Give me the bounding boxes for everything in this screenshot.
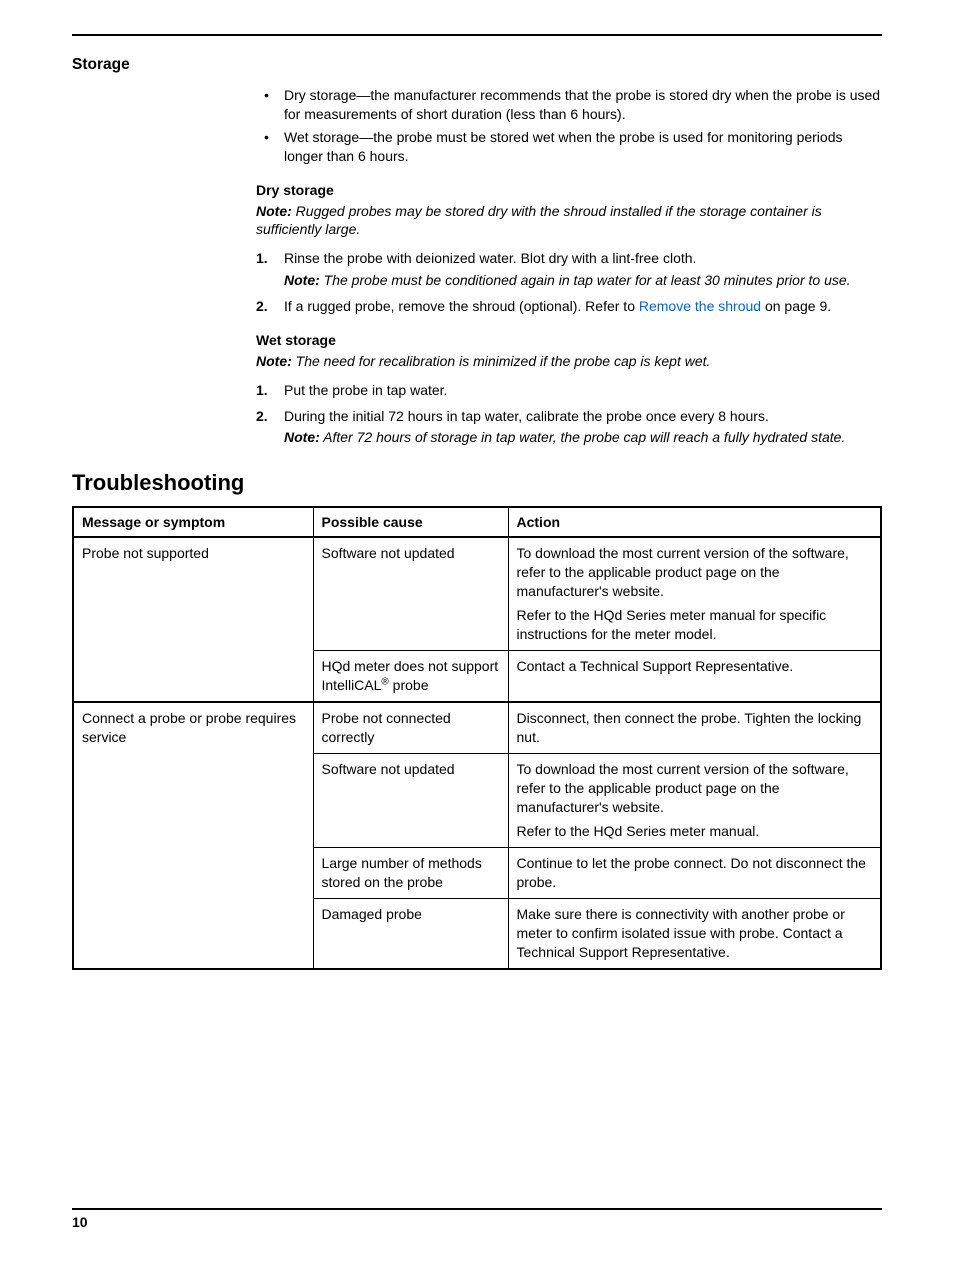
note-label: Note: bbox=[284, 429, 320, 445]
action-para: Refer to the HQd Series meter manual for… bbox=[517, 606, 873, 644]
storage-bullets: Dry storage—the manufacturer recommends … bbox=[256, 86, 882, 166]
storage-bullet: Dry storage—the manufacturer recommends … bbox=[256, 86, 882, 124]
table-header-row: Message or symptom Possible cause Action bbox=[73, 507, 881, 537]
note-label: Note: bbox=[256, 353, 292, 369]
action-para: To download the most current version of … bbox=[517, 760, 873, 817]
cell-cause: Software not updated bbox=[313, 753, 508, 848]
troubleshooting-table: Message or symptom Possible cause Action… bbox=[72, 506, 882, 970]
wet-step: During the initial 72 hours in tap water… bbox=[256, 407, 882, 448]
header-cause: Possible cause bbox=[313, 507, 508, 537]
page-number: 10 bbox=[72, 1214, 88, 1230]
step-text: During the initial 72 hours in tap water… bbox=[284, 408, 769, 424]
step-text: Put the probe in tap water. bbox=[284, 382, 447, 398]
header-message: Message or symptom bbox=[73, 507, 313, 537]
page-footer: 10 bbox=[72, 1208, 882, 1230]
step-note: Note: After 72 hours of storage in tap w… bbox=[284, 428, 882, 448]
storage-bullet: Wet storage—the probe must be stored wet… bbox=[256, 128, 882, 166]
cell-cause: Damaged probe bbox=[313, 899, 508, 969]
action-para: To download the most current version of … bbox=[517, 544, 873, 601]
cell-action: Contact a Technical Support Representati… bbox=[508, 651, 881, 702]
step-text-pre: If a rugged probe, remove the shroud (op… bbox=[284, 298, 639, 314]
cause-text: probe bbox=[389, 677, 429, 693]
wet-storage-steps: Put the probe in tap water. During the i… bbox=[256, 381, 882, 448]
page-top-rule bbox=[72, 34, 882, 36]
cell-action: Continue to let the probe connect. Do no… bbox=[508, 848, 881, 899]
dry-storage-heading: Dry storage bbox=[256, 182, 882, 198]
registered-mark: ® bbox=[381, 676, 388, 687]
action-para: Refer to the HQd Series meter manual. bbox=[517, 822, 873, 841]
step-note: Note: The probe must be conditioned agai… bbox=[284, 271, 882, 291]
footer-rule bbox=[72, 1208, 882, 1210]
cell-action: Make sure there is connectivity with ano… bbox=[508, 899, 881, 969]
table-row: Connect a probe or probe requires servic… bbox=[73, 702, 881, 753]
cell-message: Probe not supported bbox=[73, 537, 313, 702]
cell-cause: Software not updated bbox=[313, 537, 508, 651]
dry-step: Rinse the probe with deionized water. Bl… bbox=[256, 249, 882, 290]
note-label: Note: bbox=[256, 203, 292, 219]
note-text: After 72 hours of storage in tap water, … bbox=[320, 429, 846, 445]
wet-storage-note: Note: The need for recalibration is mini… bbox=[256, 352, 882, 371]
troubleshooting-heading: Troubleshooting bbox=[72, 470, 882, 496]
remove-shroud-link[interactable]: Remove the shroud bbox=[639, 298, 761, 314]
storage-heading: Storage bbox=[72, 56, 882, 74]
cell-cause: HQd meter does not support IntelliCAL® p… bbox=[313, 651, 508, 702]
dry-storage-steps: Rinse the probe with deionized water. Bl… bbox=[256, 249, 882, 316]
storage-content: Dry storage—the manufacturer recommends … bbox=[256, 86, 882, 448]
dry-storage-note: Note: Rugged probes may be stored dry wi… bbox=[256, 202, 882, 240]
table-row: Probe not supported Software not updated… bbox=[73, 537, 881, 651]
cell-action: To download the most current version of … bbox=[508, 537, 881, 651]
cell-message: Connect a probe or probe requires servic… bbox=[73, 702, 313, 969]
note-text: The need for recalibration is minimized … bbox=[292, 353, 711, 369]
cell-cause: Probe not connected correctly bbox=[313, 702, 508, 753]
note-text: Rugged probes may be stored dry with the… bbox=[256, 203, 822, 238]
cell-action: Disconnect, then connect the probe. Tigh… bbox=[508, 702, 881, 753]
header-action: Action bbox=[508, 507, 881, 537]
cell-action: To download the most current version of … bbox=[508, 753, 881, 848]
wet-storage-heading: Wet storage bbox=[256, 332, 882, 348]
wet-step: Put the probe in tap water. bbox=[256, 381, 882, 401]
step-text: Rinse the probe with deionized water. Bl… bbox=[284, 250, 696, 266]
dry-step: If a rugged probe, remove the shroud (op… bbox=[256, 297, 882, 317]
note-label: Note: bbox=[284, 272, 320, 288]
step-text-post: on page 9. bbox=[761, 298, 831, 314]
note-text: The probe must be conditioned again in t… bbox=[320, 272, 851, 288]
cell-cause: Large number of methods stored on the pr… bbox=[313, 848, 508, 899]
